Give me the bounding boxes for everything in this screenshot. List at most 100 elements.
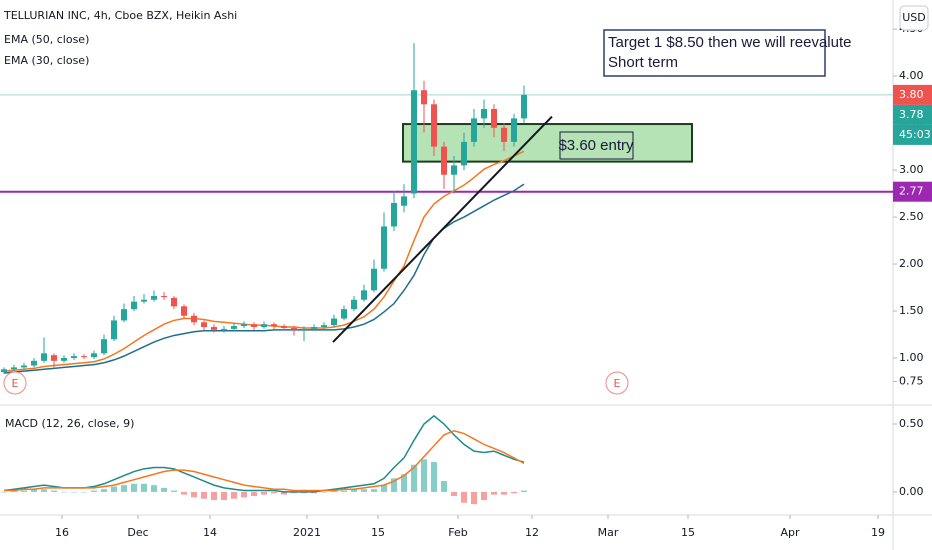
- histogram-bar: [131, 483, 137, 492]
- histogram-bar: [391, 478, 397, 492]
- candle-body: [161, 295, 167, 297]
- candle-body: [251, 324, 257, 328]
- trendline: [332, 115, 553, 343]
- annotation-box: [603, 29, 826, 77]
- histogram-bar: [511, 491, 517, 494]
- annotation-box: [559, 131, 634, 160]
- candle-body: [301, 328, 307, 330]
- candle-body: [141, 299, 147, 302]
- x-tick-label: 15: [371, 526, 385, 539]
- histogram-bar: [341, 490, 347, 492]
- plot: $3.60 entryEE0.751.001.502.002.503.003.5…: [0, 22, 932, 539]
- histogram-bar: [31, 489, 37, 492]
- histogram-bar: [141, 483, 147, 492]
- candle-body: [481, 109, 487, 119]
- candle-body: [151, 295, 157, 300]
- candle-body: [41, 353, 47, 361]
- histogram-bar: [501, 491, 507, 495]
- x-tick-label: 19: [871, 526, 885, 539]
- currency[interactable]: USD: [902, 11, 926, 24]
- y-tick-label: 2.00: [899, 257, 924, 270]
- histogram-bar: [411, 464, 417, 492]
- histogram-bar: [461, 491, 467, 503]
- candle-body: [31, 360, 37, 366]
- candle-body: [191, 315, 197, 323]
- x-tick-label: 2021: [293, 526, 321, 539]
- histogram-bar: [421, 459, 427, 492]
- candle-body: [221, 328, 227, 330]
- histogram-bar: [521, 490, 527, 492]
- histogram-bar: [41, 489, 47, 492]
- x-tick-label: Dec: [127, 526, 148, 539]
- histogram-bar: [231, 491, 237, 499]
- histogram-bar: [121, 485, 127, 492]
- histogram-bar: [281, 491, 287, 495]
- x-tick-label: 15: [681, 526, 695, 539]
- candle-body: [171, 297, 177, 307]
- candle-body: [441, 146, 447, 175]
- histogram-bar: [261, 491, 267, 495]
- histogram-bar: [1, 491, 7, 493]
- y-tick-label: 1.00: [899, 351, 924, 364]
- price-label-bg: [893, 181, 932, 202]
- y-tick-label: 0.00: [899, 485, 924, 498]
- histogram-bar: [471, 491, 477, 505]
- histogram-bar: [211, 491, 217, 501]
- candle-body: [271, 324, 277, 327]
- histogram-bar: [101, 489, 107, 492]
- price-label-bg: [893, 84, 932, 105]
- candle-body: [91, 353, 97, 358]
- histogram-bar: [271, 491, 277, 494]
- histogram-bar: [491, 491, 497, 495]
- candle-body: [351, 299, 357, 310]
- candle-body: [331, 318, 337, 326]
- candle-body: [521, 94, 527, 119]
- candle-body: [511, 118, 517, 142]
- histogram-bar: [71, 491, 77, 493]
- candle-body: [121, 309, 127, 321]
- histogram-bar: [381, 485, 387, 492]
- earnings-marker: [3, 371, 27, 395]
- candle-body: [1, 369, 7, 373]
- histogram-bar: [251, 491, 257, 496]
- candle-body: [71, 356, 77, 359]
- annotation: Short term: [608, 54, 678, 71]
- candle-body: [281, 326, 287, 328]
- candle-body: [431, 104, 437, 147]
- price-label: 45:03: [899, 128, 931, 141]
- candle-body: [231, 326, 237, 329]
- price-label: 2.77: [899, 185, 924, 198]
- candle-body: [201, 322, 207, 328]
- candle-body: [111, 320, 117, 340]
- histogram-bar: [61, 491, 67, 493]
- histogram-bar: [111, 486, 117, 492]
- candle-body: [381, 226, 387, 269]
- histogram-bar: [201, 491, 207, 499]
- macd-title: MACD (12, 26, close, 9): [5, 417, 134, 430]
- y-tick-label: 1.50: [899, 304, 924, 317]
- candle-body: [11, 367, 17, 370]
- candle-body: [411, 90, 417, 194]
- price-label: 3.78: [899, 108, 924, 121]
- candle-body: [21, 365, 27, 368]
- x-tick-label: 12: [525, 526, 539, 539]
- histogram-bar: [171, 490, 177, 492]
- indicator-line: [4, 430, 525, 492]
- candle-body: [451, 165, 457, 175]
- histogram-bar: [91, 490, 97, 492]
- histogram-bar: [451, 491, 457, 496]
- candle-body: [291, 327, 297, 330]
- histogram-bar: [191, 491, 197, 498]
- candle-body: [131, 301, 137, 310]
- histogram-bar: [321, 491, 327, 493]
- histogram-bar: [21, 490, 27, 492]
- candle-body: [391, 202, 397, 227]
- x-tick-label: Feb: [448, 526, 467, 539]
- currency-button[interactable]: [899, 5, 929, 31]
- candle-body: [421, 90, 427, 105]
- candle-body: [51, 355, 57, 361]
- histogram-bar: [221, 491, 227, 501]
- earnings-label: E: [12, 377, 19, 390]
- price-label-bg: [893, 124, 932, 145]
